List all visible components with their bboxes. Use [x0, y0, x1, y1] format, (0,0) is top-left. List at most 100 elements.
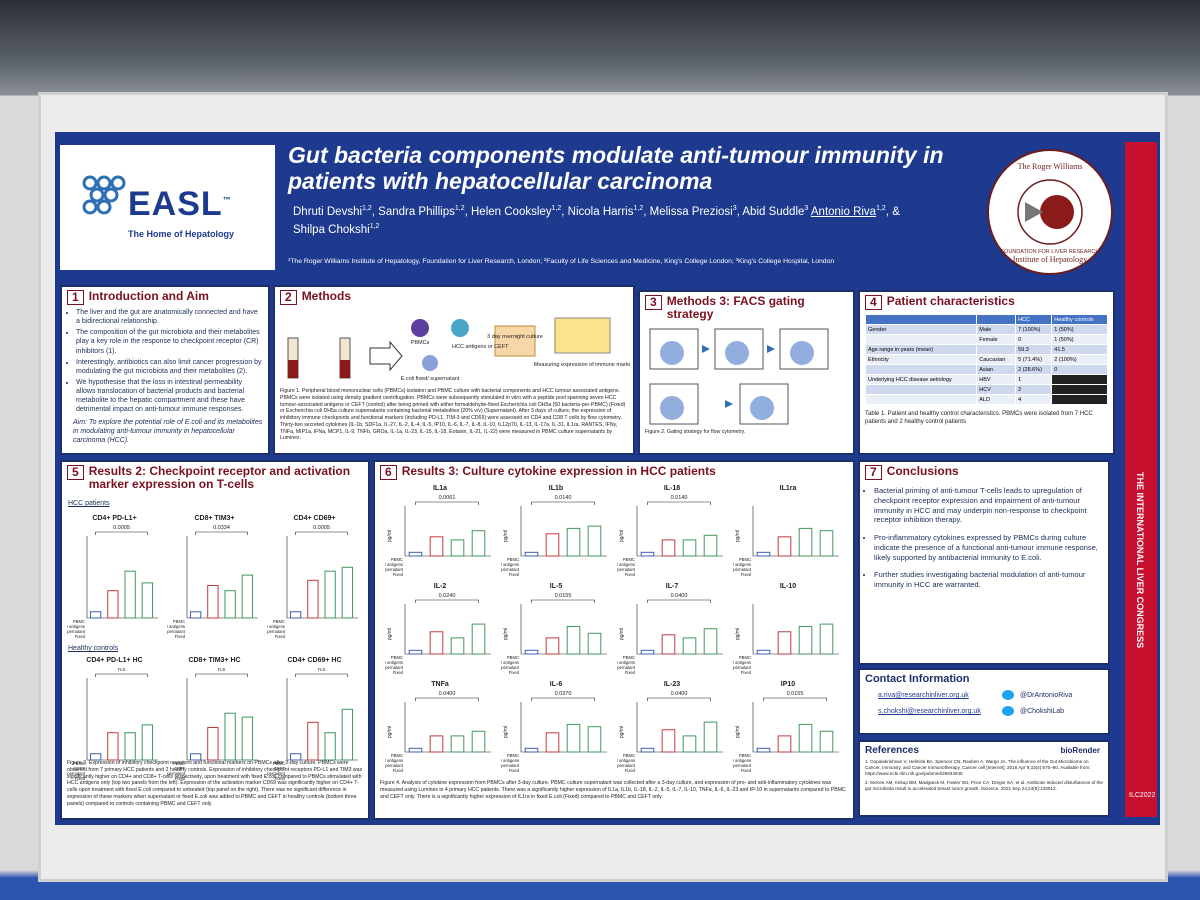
author: Antonio Riva	[810, 206, 877, 218]
plot-bar	[798, 723, 813, 753]
sig-bracket	[195, 673, 248, 677]
strip-text: THE INTERNATIONAL LIVER CONGRESS	[1135, 472, 1145, 649]
x-label: Supernatant	[385, 763, 404, 768]
logo-icon	[82, 175, 126, 215]
section-number: 1	[67, 290, 84, 306]
twitter-handle: @ChokshiLab	[1020, 708, 1065, 715]
sig-bracket	[531, 697, 595, 701]
x-label: Tumour antigens	[385, 758, 403, 763]
seal-liver	[1040, 195, 1074, 229]
author-affiliation: 3	[732, 205, 737, 213]
x-label: Fixed	[625, 670, 636, 675]
plot-bar	[819, 730, 834, 753]
patients-caption: Table 1. Patient and healthy control cha…	[865, 411, 1093, 425]
x-label: Fixed	[625, 572, 636, 577]
plot-bar	[545, 637, 560, 655]
facs-cloud	[790, 341, 814, 366]
section-heading: 4 Patient characteristics	[865, 294, 1108, 311]
mini-plot: CD8+ TIM3+ HC n.s PBMCCEFTSupernatantFixed	[167, 657, 258, 781]
plot-bar	[429, 735, 444, 753]
sig-bracket	[647, 599, 711, 603]
x-label: Fixed	[393, 768, 404, 773]
plot-bar	[798, 625, 813, 655]
facs-arrow	[725, 400, 733, 409]
cell	[1051, 384, 1108, 396]
email: s.chokshi@researchinliver.org.uk	[878, 708, 981, 715]
cell: HCV	[976, 384, 1017, 396]
tube-blood	[288, 360, 298, 379]
bullet: Pro-inflammatory cytokines expressed by …	[874, 533, 1103, 562]
x-label: Supernatant	[385, 665, 404, 670]
plot-bar	[545, 533, 560, 557]
sig-bracket	[763, 697, 827, 701]
plot-bar	[207, 585, 219, 619]
x-label: Tumour antigens	[167, 624, 185, 629]
seal: The Roger Williams Institute of Hepatolog…	[987, 149, 1113, 275]
cell: Asian	[976, 364, 1017, 376]
plot-bar	[798, 527, 813, 557]
authors: Dhruti Devshi1,2, Sandra Phillips1,2, He…	[293, 205, 900, 236]
plot-bar	[324, 732, 336, 761]
panel-results2: 5 Results 2: Checkpoint receptor and acti…	[60, 460, 370, 820]
x-label: Supernatant	[733, 665, 752, 670]
logo-dot	[110, 175, 126, 191]
seal-arrow	[1025, 202, 1043, 222]
cell	[864, 394, 978, 406]
mini-plot: IL-2 0.0240 pg/ml PBMCTumour antigensSupern…	[385, 583, 491, 675]
plate	[554, 317, 611, 354]
plot-bar	[545, 732, 560, 753]
plot-bar	[587, 726, 602, 753]
sig-bracket	[415, 599, 479, 603]
intro-bullets: The liver and the gut are anatomically c…	[67, 308, 263, 414]
x-label: Supernatant	[167, 771, 186, 776]
panel-references: References bioRender 1. Gopalakrishnan V, …	[858, 740, 1110, 817]
x-label: Fixed	[75, 634, 86, 639]
section-title: Patient characteristics	[886, 294, 1015, 308]
author-affiliation: 1,2	[876, 205, 886, 213]
plot-bar	[450, 735, 465, 753]
panel-patients: 4 Patient characteristics HCC Healthy contr…	[858, 290, 1115, 455]
diagram-label: HCC antigens or CEFT	[452, 344, 509, 350]
plot-bar	[324, 570, 336, 619]
plot-bar	[224, 712, 236, 761]
y-label: pg/ml	[387, 530, 393, 542]
bullet: The liver and the gut are anatomically c…	[76, 308, 263, 326]
plot-bar	[241, 574, 254, 619]
reference: 1. Gopalakrishnan V, Helmink BA, Spencer…	[865, 759, 1091, 776]
plot-bar	[682, 735, 697, 753]
x-label: PBMC	[739, 655, 751, 660]
logo-dot	[82, 175, 98, 191]
sig-bracket	[647, 501, 711, 505]
x-label: PBMC	[173, 619, 185, 624]
x-label: Tumour antigens	[385, 660, 403, 665]
table-row: Female 0 1 (50%)	[864, 334, 1108, 346]
facs-arrow	[767, 345, 775, 354]
plot-title: IL-5	[550, 583, 563, 590]
plot-bar	[189, 611, 202, 619]
plot-bar	[471, 730, 486, 753]
x-label: Tumour antigens	[617, 758, 635, 763]
mini-plot: IL1b 0.0140 pg/ml PBMCTumour antigensSupern…	[501, 485, 607, 577]
plot-bar	[141, 582, 154, 619]
logo-dot	[103, 187, 119, 203]
cell: 2	[1015, 384, 1053, 396]
mini-plot: IL-5 0.0155 pg/ml PBMCTumour antigensSupern…	[501, 583, 607, 675]
x-label: CEFT	[74, 766, 85, 771]
x-label: PBMC	[623, 753, 635, 758]
header-cell: HCC	[1015, 314, 1053, 326]
plot-title: CD8+ TIM3+ HC	[188, 657, 240, 664]
section-title: Results 2: Checkpoint receptor and activ…	[88, 464, 351, 492]
x-label: CEFT	[174, 766, 185, 771]
x-label: PBMC	[273, 619, 285, 624]
plot-bar	[471, 530, 486, 557]
author-affiliation: 1,2	[551, 205, 562, 213]
author-affiliation: 1,2	[362, 205, 372, 213]
section-heading: 7 Conclusions	[865, 464, 1103, 481]
cell: HBV	[976, 374, 1017, 386]
plot-bar	[189, 753, 202, 761]
x-label: Supernatant	[617, 665, 636, 670]
author-affiliation: 1,2	[454, 205, 465, 213]
strip-code: ILC2022	[1129, 792, 1156, 799]
logo-tm: ™	[222, 195, 232, 205]
cell: 1 (50%)	[1051, 324, 1108, 336]
